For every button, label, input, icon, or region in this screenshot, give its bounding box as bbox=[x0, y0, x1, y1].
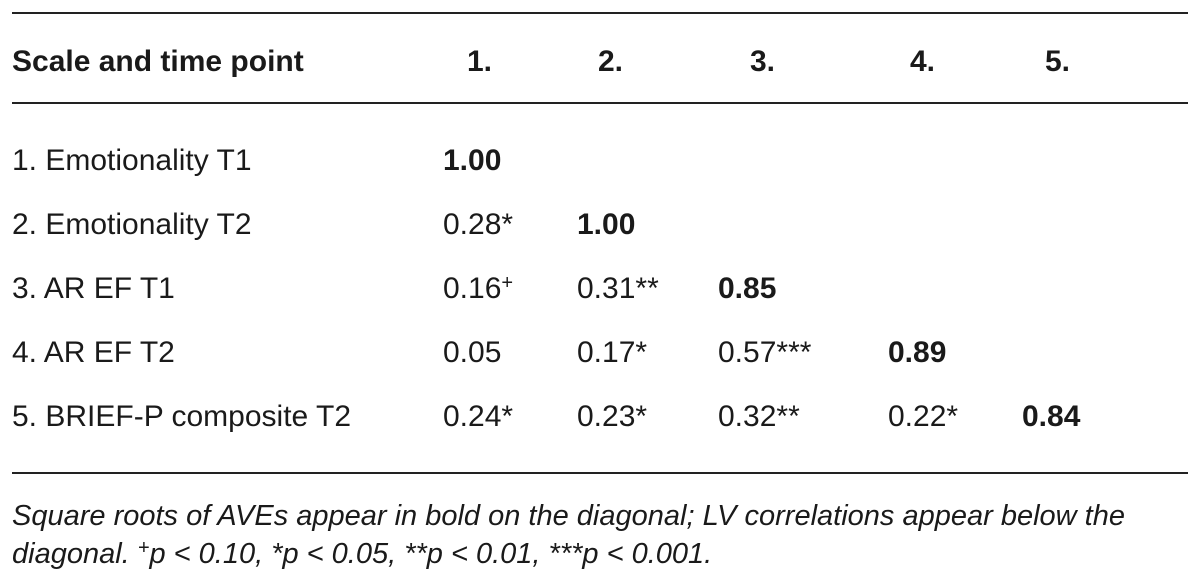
footnote-text: Square roots of AVEs appear in bold on t… bbox=[12, 500, 1125, 570]
header-cell: 5. bbox=[1045, 45, 1071, 78]
table-cell: 0.28* bbox=[443, 208, 514, 241]
header-rule bbox=[12, 102, 1188, 104]
table-cell: 0.05 bbox=[443, 336, 502, 369]
table-cell: 0.57*** bbox=[718, 336, 812, 369]
table-cell: 0.85 bbox=[718, 272, 777, 305]
bottom-rule bbox=[12, 472, 1188, 474]
table-cell: 0.24* bbox=[443, 400, 514, 433]
table-cell: 0.17* bbox=[577, 336, 648, 369]
row-label: 5. BRIEF-P composite T2 bbox=[12, 400, 352, 433]
table-cell: 0.23* bbox=[577, 400, 648, 433]
table-cell: 0.89 bbox=[888, 336, 947, 369]
header-cell: Scale and time point bbox=[12, 45, 304, 78]
table-cell: 0.22* bbox=[888, 400, 959, 433]
header-cell: 4. bbox=[910, 45, 936, 78]
row-label: 3. AR EF T1 bbox=[12, 272, 175, 305]
cell-value: 0.16 bbox=[443, 272, 502, 305]
footnote: Square roots of AVEs appear in bold on t… bbox=[12, 497, 1192, 573]
row-label: 4. AR EF T2 bbox=[12, 336, 175, 369]
table-cell: 0.84 bbox=[1022, 400, 1081, 433]
table-cell: 0.16+ bbox=[443, 271, 513, 307]
table-cell: 1.00 bbox=[577, 208, 636, 241]
top-rule bbox=[12, 12, 1188, 14]
footnote-rest: p < 0.10, *p < 0.05, **p < 0.01, ***p < … bbox=[149, 538, 713, 570]
table-cell: 0.31** bbox=[577, 272, 659, 305]
row-label: 1. Emotionality T1 bbox=[12, 144, 252, 177]
table-cell: 1.00 bbox=[443, 144, 502, 177]
footnote-sup: + bbox=[137, 537, 150, 559]
cell-sup: + bbox=[501, 272, 514, 294]
row-label: 2. Emotionality T2 bbox=[12, 208, 252, 241]
table-cell: 0.32** bbox=[718, 400, 800, 433]
header-cell: 3. bbox=[750, 45, 776, 78]
header-cell: 1. bbox=[467, 45, 493, 78]
header-cell: 2. bbox=[598, 45, 624, 78]
